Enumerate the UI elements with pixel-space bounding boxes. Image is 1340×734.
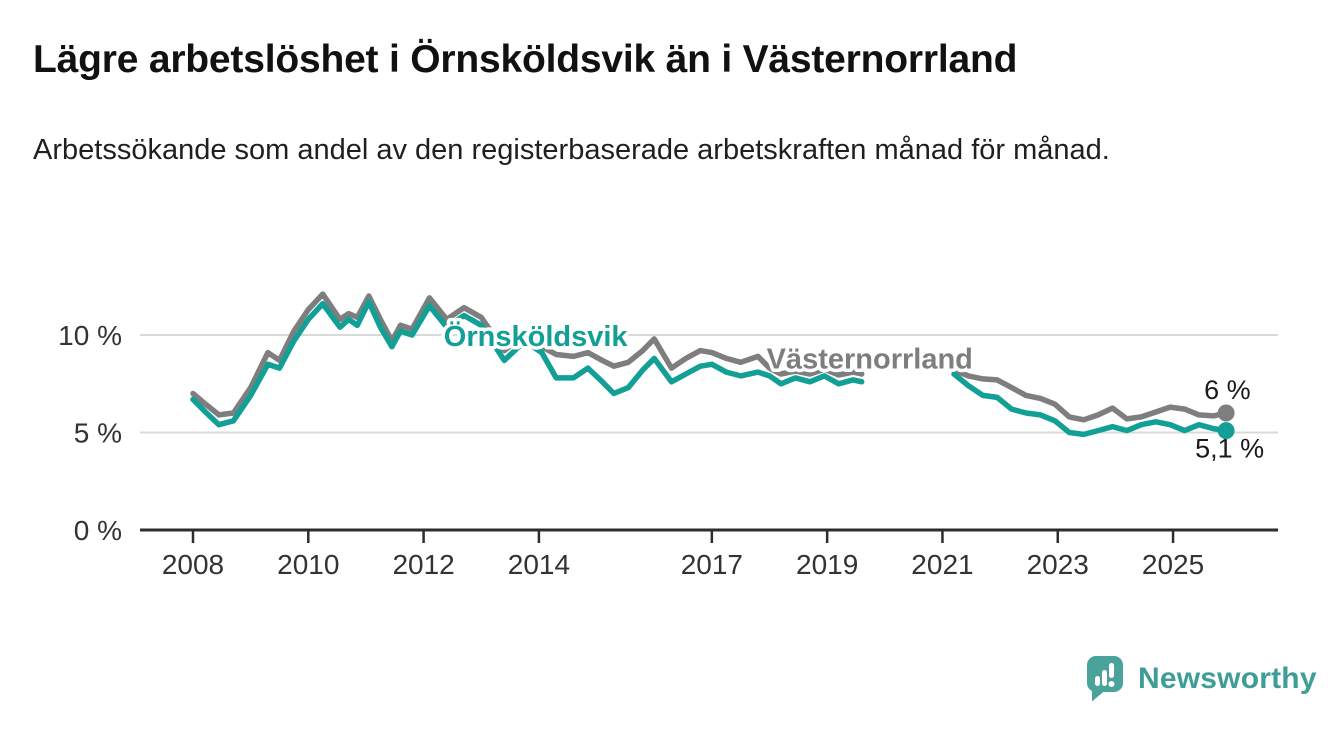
x-axis-tick-label: 2025 [1142, 549, 1204, 580]
page-title: Lägre arbetslöshet i Örnsköldsvik än i V… [33, 38, 1018, 81]
x-axis-tick-label: 2019 [796, 549, 858, 580]
series-label-ornskoldsvik: Örnsköldsvik [444, 320, 629, 353]
chart-subtitle: Arbetssökande som andel av den registerb… [33, 134, 1110, 166]
end-dot-ornskoldsvik [1217, 422, 1235, 440]
line-ornskoldsvik [190, 299, 1229, 438]
x-axis-tick-label: 2008 [162, 549, 224, 580]
x-axis-tick-label: 2023 [1027, 549, 1089, 580]
y-axis-tick-label: 0 % [74, 515, 122, 546]
y-axis-tick-label: 5 % [74, 418, 122, 449]
x-axis-tick-label: 2012 [392, 549, 454, 580]
line-vasternorrland [190, 291, 1229, 423]
newsworthy-logo-icon [1087, 656, 1123, 702]
x-axis-tick-label: 2014 [508, 549, 570, 580]
newsworthy-logo: Newsworthy [1085, 654, 1317, 704]
x-axis-tick-label: 2021 [911, 549, 973, 580]
end-value-label-vasternorrland: 6 % [1204, 375, 1251, 405]
x-axis-tick-label: 2017 [681, 549, 743, 580]
series-label-vasternorrland: Västernorrland [767, 343, 973, 375]
x-axis-tick-label: 2010 [277, 549, 339, 580]
end-value-label-ornskoldsvik: 5,1 % [1195, 434, 1264, 464]
y-axis-tick-label: 10 % [58, 320, 122, 351]
end-dot-vasternorrland [1217, 404, 1235, 422]
newsworthy-logo-text: Newsworthy [1138, 662, 1317, 695]
